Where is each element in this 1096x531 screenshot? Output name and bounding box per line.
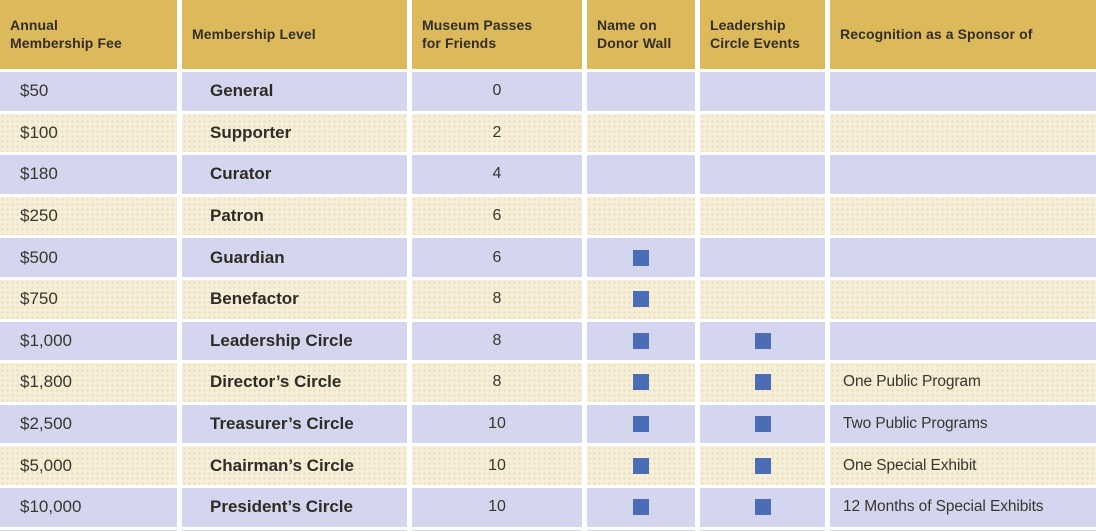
donor-wall-check-icon — [633, 332, 649, 349]
passes-cell: 6 — [412, 196, 582, 236]
leadership-events-cell — [700, 363, 825, 402]
leadership-events-check-icon — [754, 374, 771, 391]
recognition-cell — [830, 196, 1096, 236]
level-cell: Leadership Circle — [182, 321, 407, 361]
passes-cell: 6 — [412, 238, 582, 277]
leadership-events-check-icon — [754, 499, 771, 516]
passes-cell: 4 — [412, 155, 582, 194]
fee-cell: $50 — [0, 72, 177, 111]
recognition-cell — [830, 113, 1096, 153]
donor-wall-check-icon — [633, 416, 649, 433]
leadership-events-cell — [700, 321, 825, 361]
level-cell: Guardian — [182, 238, 407, 277]
donor-wall-check-icon — [633, 374, 649, 391]
leadership-events-check-icon — [754, 457, 771, 474]
donor-wall-cell — [587, 196, 695, 236]
column-header-membership-level: Membership Level — [182, 0, 407, 69]
passes-cell: 0 — [412, 72, 582, 111]
passes-cell: 10 — [412, 446, 582, 485]
recognition-cell — [830, 72, 1096, 111]
fee-cell: $10,000 — [0, 487, 177, 527]
donor-wall-check-icon — [633, 457, 649, 474]
leadership-events-cell — [700, 155, 825, 194]
passes-cell: 8 — [412, 321, 582, 361]
column-header-annual-membership-fee: Annual Membership Fee — [0, 0, 177, 69]
recognition-cell: One Special Exhibit — [830, 446, 1096, 485]
level-cell: Director’s Circle — [182, 363, 407, 402]
fee-cell: $750 — [0, 279, 177, 319]
level-cell: Chairman’s Circle — [182, 446, 407, 485]
leadership-events-cell — [700, 113, 825, 153]
donor-wall-cell — [587, 113, 695, 153]
column-header-leadership-circle-events: Leadership Circle Events — [700, 0, 825, 69]
passes-cell: 8 — [412, 279, 582, 319]
recognition-cell — [830, 238, 1096, 277]
leadership-events-cell — [700, 404, 825, 444]
fee-cell: $5,000 — [0, 446, 177, 485]
donor-wall-cell — [587, 446, 695, 485]
leadership-events-cell — [700, 487, 825, 527]
fee-cell: $250 — [0, 196, 177, 236]
donor-wall-cell — [587, 72, 695, 111]
level-cell: Patron — [182, 196, 407, 236]
leadership-events-check-icon — [754, 332, 771, 349]
donor-wall-check-icon — [633, 249, 649, 266]
recognition-cell: Two Public Programs — [830, 404, 1096, 444]
column-header-museum-passes: Museum Passes for Friends — [412, 0, 582, 69]
level-cell: Curator — [182, 155, 407, 194]
donor-wall-check-icon — [633, 291, 649, 308]
donor-wall-cell — [587, 238, 695, 277]
column-header-donor-wall: Name on Donor Wall — [587, 0, 695, 69]
donor-wall-cell — [587, 363, 695, 402]
leadership-events-cell — [700, 72, 825, 111]
column-header-recognition: Recognition as a Sponsor of — [830, 0, 1096, 69]
fee-cell: $500 — [0, 238, 177, 277]
donor-wall-cell — [587, 404, 695, 444]
fee-cell: $1,800 — [0, 363, 177, 402]
donor-wall-cell — [587, 487, 695, 527]
fee-cell: $100 — [0, 113, 177, 153]
recognition-cell: One Public Program — [830, 363, 1096, 402]
fee-cell: $2,500 — [0, 404, 177, 444]
leadership-events-cell — [700, 196, 825, 236]
leadership-events-cell — [700, 446, 825, 485]
passes-cell: 2 — [412, 113, 582, 153]
donor-wall-cell — [587, 321, 695, 361]
fee-cell: $180 — [0, 155, 177, 194]
recognition-cell: 12 Months of Special Exhibits — [830, 487, 1096, 527]
recognition-cell — [830, 321, 1096, 361]
leadership-events-cell — [700, 238, 825, 277]
leadership-events-cell — [700, 279, 825, 319]
passes-cell: 8 — [412, 363, 582, 402]
donor-wall-check-icon — [633, 499, 649, 516]
donor-wall-cell — [587, 279, 695, 319]
passes-cell: 10 — [412, 404, 582, 444]
passes-cell: 10 — [412, 487, 582, 527]
level-cell: Supporter — [182, 113, 407, 153]
level-cell: Benefactor — [182, 279, 407, 319]
fee-cell: $1,000 — [0, 321, 177, 361]
level-cell: President’s Circle — [182, 487, 407, 527]
recognition-cell — [830, 279, 1096, 319]
donor-wall-cell — [587, 155, 695, 194]
leadership-events-check-icon — [754, 416, 771, 433]
recognition-cell — [830, 155, 1096, 194]
level-cell: General — [182, 72, 407, 111]
level-cell: Treasurer’s Circle — [182, 404, 407, 444]
